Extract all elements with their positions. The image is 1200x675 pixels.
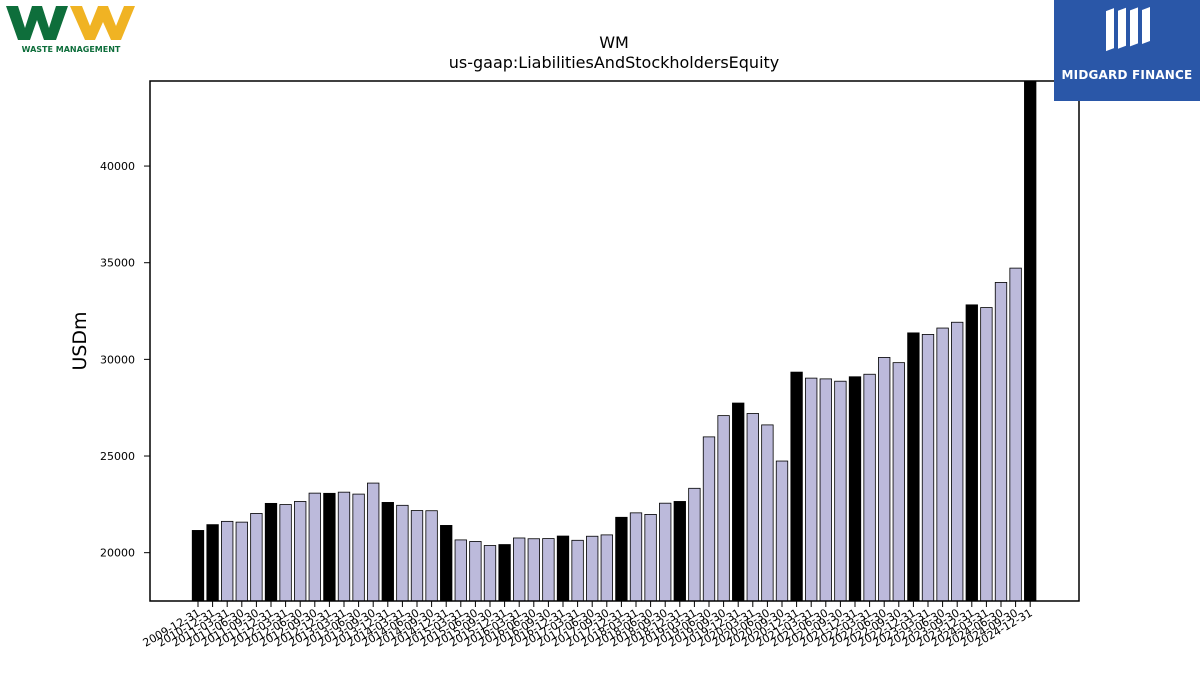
bar-2010-12-31: [206, 524, 219, 602]
bar-2023-06-30: [936, 327, 949, 602]
bar-2020-12-31: [790, 371, 803, 602]
bar-2015-12-31: [498, 544, 511, 602]
bar-2015-09-30: [483, 545, 497, 602]
bar-2023-03-31: [921, 334, 935, 602]
midgard-logo-caption: MIDGARD FINANCE: [1061, 68, 1193, 82]
bar-2014-03-31: [396, 504, 409, 602]
bar-2011-09-30: [250, 513, 263, 602]
bar-2018-09-30: [659, 502, 672, 602]
bar-2022-03-31: [863, 373, 876, 602]
bar-2016-12-31: [556, 535, 570, 602]
midgard-logo-icon: [1106, 7, 1150, 52]
bar-2013-12-31: [381, 502, 394, 602]
bar-2017-12-31: [615, 516, 628, 602]
y-tick-label: 30000: [100, 353, 135, 366]
bar-2011-06-30: [235, 521, 248, 602]
bar-2017-06-30: [586, 535, 599, 602]
bar-2019-06-30: [702, 436, 716, 602]
bar-2013-09-30: [367, 482, 380, 602]
waste-management-logo: WASTE MANAGEMENT: [4, 4, 138, 54]
x-axis-ticks: 2009-12-312010-12-312011-03-312011-06-30…: [141, 601, 1035, 650]
y-tick-label: 20000: [100, 547, 135, 560]
bar-2016-06-30: [527, 538, 540, 602]
y-tick-label: 35000: [100, 257, 135, 270]
bar-2012-03-31: [279, 504, 292, 602]
bar-2021-09-30: [834, 380, 847, 602]
bar-2017-09-30: [600, 534, 613, 602]
bar-2019-12-31: [732, 402, 745, 602]
plot-frame: [149, 80, 1080, 602]
bar-2020-03-31: [746, 413, 759, 602]
bar-2024-03-31: [980, 307, 993, 602]
bar-2023-09-30: [951, 321, 964, 602]
bar-2014-09-30: [425, 510, 438, 602]
bar-2022-09-30: [892, 362, 905, 602]
bar-2020-06-30: [761, 424, 774, 602]
bar-2013-06-30: [352, 493, 365, 602]
y-tick-label: 40000: [100, 160, 135, 173]
bar-2022-06-30: [878, 357, 891, 602]
bar-2011-03-31: [221, 520, 234, 602]
chart-title: WM: [599, 33, 629, 52]
bar-2015-03-31: [454, 539, 467, 602]
wm-logo-caption: WASTE MANAGEMENT: [22, 45, 121, 54]
bar-2019-03-31: [688, 487, 701, 602]
bar-2019-09-30: [717, 415, 730, 602]
y-tick-label: 25000: [100, 450, 135, 463]
bar-2018-12-31: [673, 501, 686, 602]
bar-2014-12-31: [440, 525, 453, 602]
bar-2021-03-31: [805, 377, 818, 602]
bar-2018-06-30: [644, 514, 657, 602]
bar-2024-09-30: [1009, 267, 1022, 602]
y-axis-ticks: 20000 25000 30000 35000 40000: [100, 160, 150, 560]
bar-2021-12-31: [848, 376, 862, 602]
bar-2016-09-30: [542, 538, 555, 602]
bar-2020-09-30: [775, 460, 789, 602]
bar-2018-03-31: [629, 512, 643, 602]
bar-2011-12-31: [264, 502, 278, 602]
bar-2009-12-31: [191, 530, 205, 602]
bar-2013-03-31: [337, 491, 351, 602]
bar-2016-03-31: [513, 537, 526, 602]
bar-2017-03-31: [571, 539, 584, 602]
bar-2024-06-30: [994, 282, 1008, 602]
bar-2014-06-30: [410, 510, 424, 602]
y-axis-label: USDm: [69, 311, 91, 370]
bar-2015-06-30: [469, 541, 482, 602]
bar-2024-12-31: [1024, 80, 1037, 602]
bar-2021-06-30: [819, 378, 832, 602]
bar-2012-09-30: [308, 492, 321, 602]
bar-2023-12-31: [965, 304, 978, 602]
bar-2022-12-31: [907, 332, 920, 602]
bar-2012-12-31: [323, 492, 336, 602]
chart-subtitle: us-gaap:LiabilitiesAndStockholdersEquity: [449, 53, 780, 72]
wm-logo-icon: WASTE MANAGEMENT: [6, 6, 135, 54]
bar-group: [191, 80, 1037, 602]
bar-2012-06-30: [294, 501, 307, 602]
midgard-finance-logo: MIDGARD FINANCE: [1054, 0, 1200, 101]
